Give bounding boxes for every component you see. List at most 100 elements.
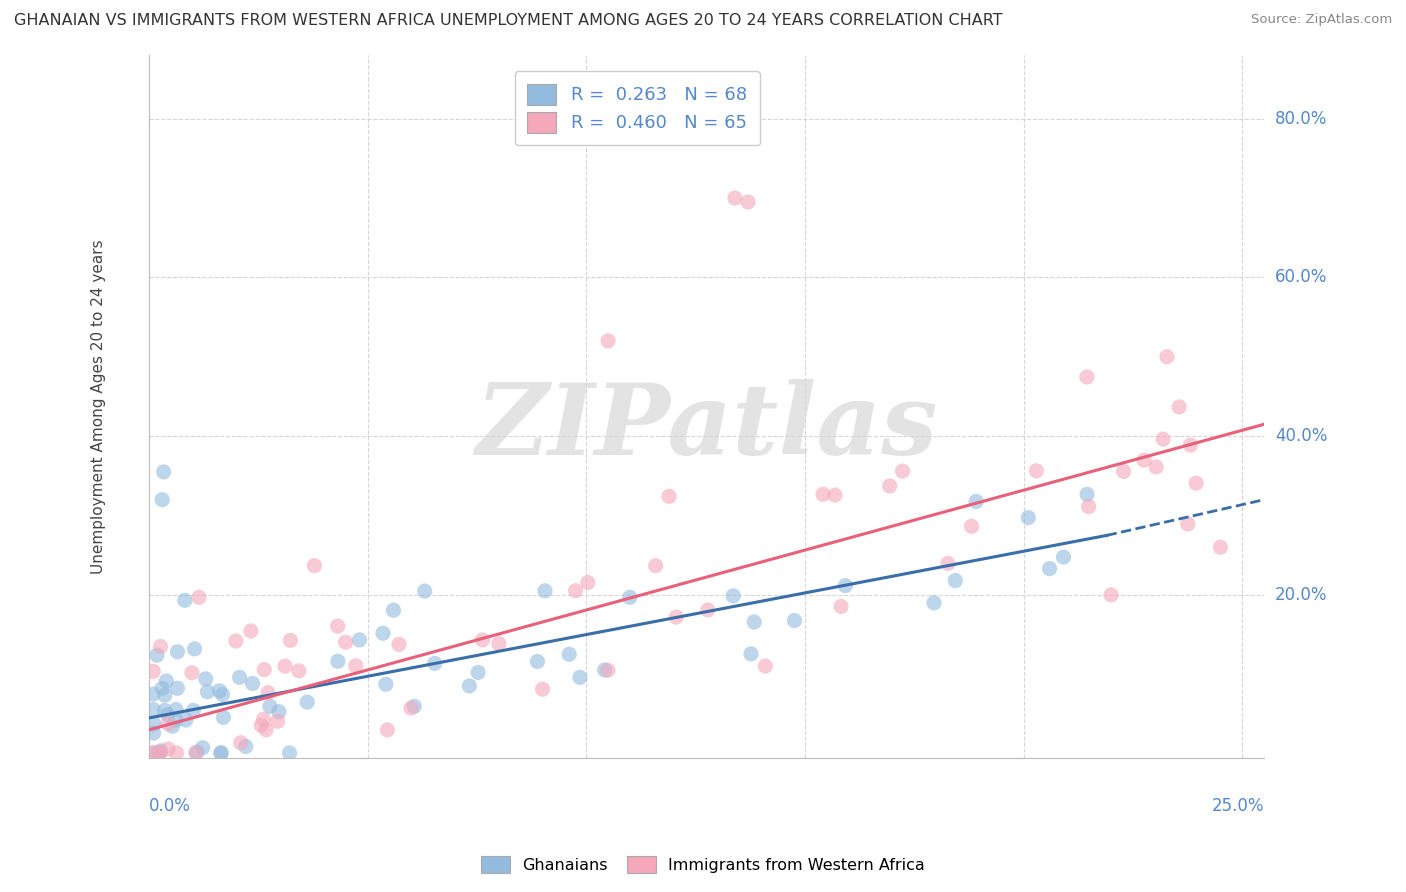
Point [1052,550,1074,565]
Text: GHANAIAN VS IMMIGRANTS FROM WESTERN AFRICA UNEMPLOYMENT AMONG AGES 20 TO 24 YEAR: GHANAIAN VS IMMIGRANTS FROM WESTERN AFRI… [14,13,1002,29]
Point [174,713,197,727]
Point [1209,541,1232,555]
Point [149,744,172,758]
Point [965,494,987,508]
Point [288,664,311,678]
Point [180,665,202,680]
Point [212,710,235,724]
Point [1077,500,1099,514]
Point [267,705,290,719]
Point [830,599,852,614]
Point [209,746,232,760]
Point [242,676,264,690]
Point [936,557,959,571]
Point [1152,432,1174,446]
Point [1185,476,1208,491]
Point [142,702,165,716]
Point [488,637,510,651]
Point [280,633,302,648]
Point [960,519,983,533]
Point [526,655,548,669]
Point [375,723,398,737]
Point [157,717,180,731]
Point [257,686,280,700]
Point [146,648,169,662]
Text: 25.0%: 25.0% [1212,797,1264,814]
Point [304,558,326,573]
Point [229,736,252,750]
Point [149,640,172,654]
Point [811,487,834,501]
Point [155,673,177,688]
Point [166,746,188,760]
Point [225,634,247,648]
Point [156,707,179,722]
Point [467,665,489,680]
Point [423,657,446,671]
Text: 60.0%: 60.0% [1275,268,1327,286]
Point [148,746,170,760]
Point [558,647,581,661]
Point [148,746,170,760]
Text: 80.0%: 80.0% [1275,110,1327,128]
Point [150,492,173,507]
Point [149,746,172,760]
Point [153,688,176,702]
Point [235,739,257,754]
Point [344,658,367,673]
Point [1133,453,1156,467]
Point [142,665,165,679]
Point [382,603,405,617]
Point [404,699,426,714]
Point [165,702,187,716]
Point [188,591,211,605]
Point [186,745,208,759]
Point [1099,588,1122,602]
Point [879,479,901,493]
Point [184,746,207,760]
Point [335,635,357,649]
Point [183,641,205,656]
Point [254,723,277,737]
Point [253,663,276,677]
Text: Unemployment Among Ages 20 to 24 years: Unemployment Among Ages 20 to 24 years [91,239,107,574]
Point [834,579,856,593]
Point [166,681,188,696]
Point [471,632,494,647]
Point [266,714,288,729]
Text: ZIPatlas: ZIPatlas [475,379,938,475]
Point [413,584,436,599]
Point [142,687,165,701]
Point [568,670,591,684]
Point [142,746,165,760]
Point [371,626,394,640]
Point [922,596,945,610]
Point [143,717,166,731]
Text: 20.0%: 20.0% [1275,586,1327,604]
Point [252,712,274,726]
Point [1025,464,1047,478]
Point [278,746,301,760]
Point [153,704,176,718]
Point [534,583,557,598]
Point [374,677,396,691]
Point [824,488,846,502]
Point [162,719,184,733]
Point [142,746,165,760]
Point [250,718,273,732]
Point [295,695,318,709]
Point [658,489,681,503]
Point [742,615,765,629]
Point [1156,350,1178,364]
Point [197,685,219,699]
Point [1038,561,1060,575]
Point [1076,487,1098,501]
Point [191,740,214,755]
Point [208,683,231,698]
Legend: Ghanaians, Immigrants from Western Africa: Ghanaians, Immigrants from Western Afric… [474,849,932,880]
Point [1177,516,1199,531]
Point [458,679,481,693]
Point [349,632,371,647]
Point [326,654,349,668]
Point [721,589,744,603]
